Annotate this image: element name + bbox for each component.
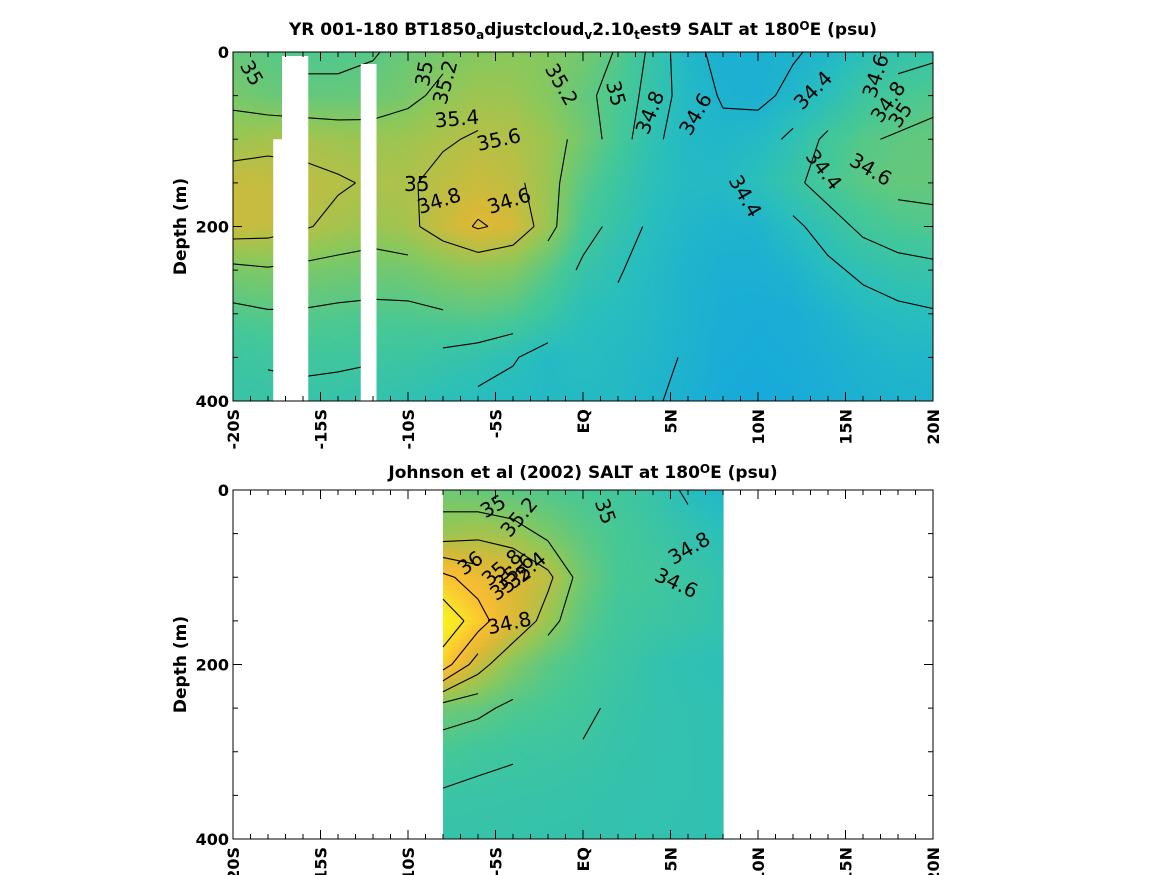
salinity-field — [233, 52, 934, 402]
